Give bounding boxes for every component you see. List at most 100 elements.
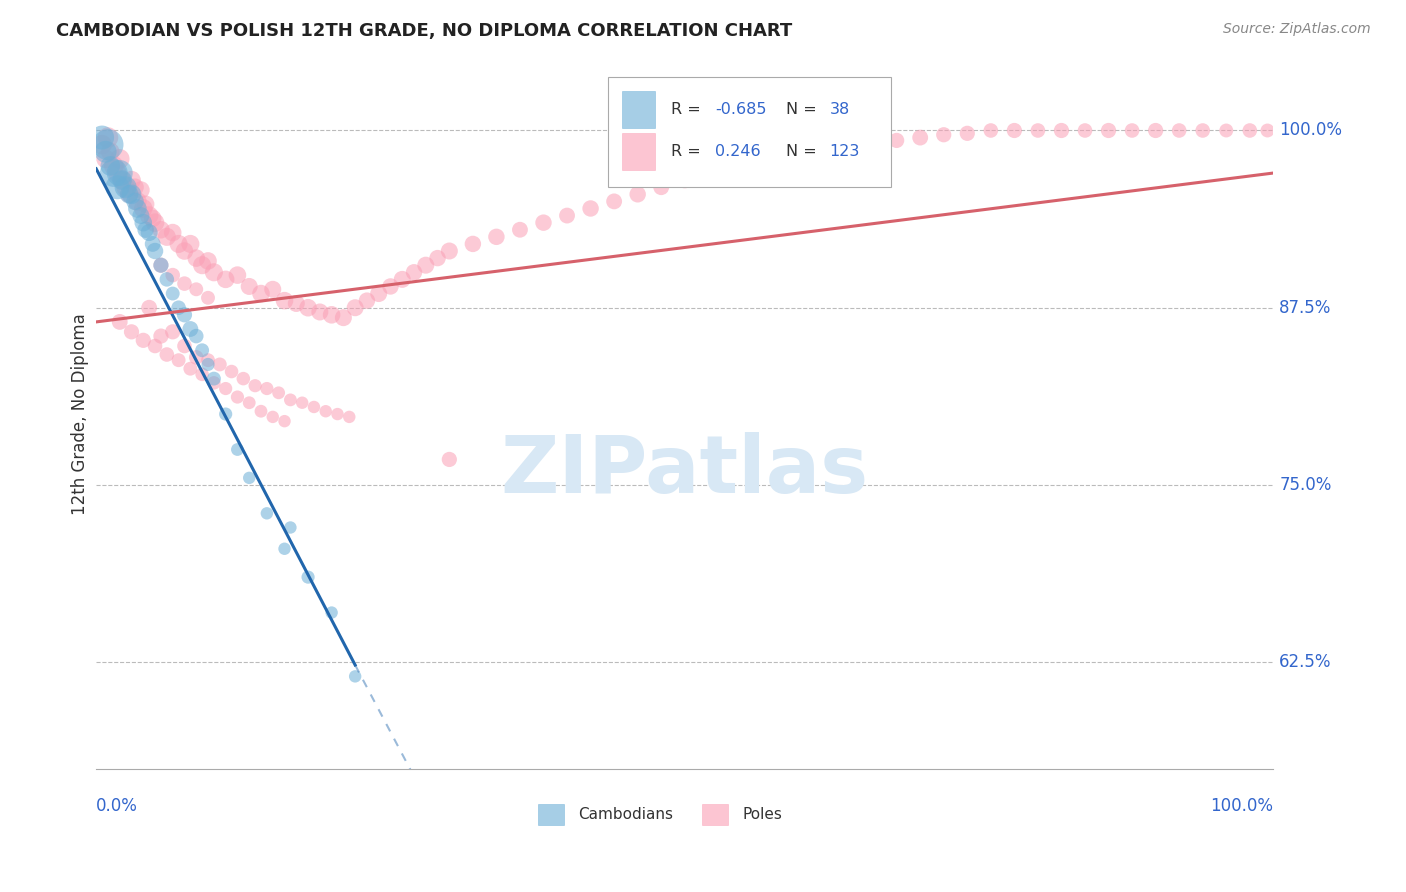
Point — [118, 187, 141, 202]
Point — [138, 301, 160, 315]
Point — [650, 180, 672, 194]
Point — [262, 282, 284, 296]
Point — [439, 244, 461, 258]
Point — [114, 180, 136, 194]
Point — [1191, 123, 1213, 137]
Point — [215, 407, 238, 421]
Point — [138, 209, 160, 223]
Point — [356, 293, 378, 308]
Point — [579, 202, 602, 216]
Text: R =: R = — [671, 145, 706, 160]
Bar — [623, 133, 655, 170]
Point — [262, 409, 284, 424]
Text: N =: N = — [786, 145, 823, 160]
Point — [1074, 123, 1097, 137]
Point — [461, 236, 484, 251]
Point — [149, 223, 172, 237]
Point — [768, 154, 790, 169]
Point — [250, 404, 273, 418]
Point — [1050, 123, 1073, 137]
Point — [186, 282, 208, 296]
Point — [121, 173, 143, 187]
Point — [280, 520, 302, 534]
Point — [105, 166, 128, 180]
Point — [302, 400, 325, 414]
Point — [162, 268, 184, 282]
Bar — [703, 804, 728, 825]
Point — [132, 216, 155, 230]
Point — [129, 183, 152, 197]
Text: 0.0%: 0.0% — [96, 797, 138, 815]
Point — [179, 361, 201, 376]
Point — [337, 409, 360, 424]
Point — [197, 291, 219, 305]
Point — [111, 173, 134, 187]
Point — [380, 279, 402, 293]
Point — [191, 343, 214, 358]
Point — [162, 226, 184, 240]
Point — [238, 395, 260, 409]
Point — [149, 258, 172, 272]
Point — [94, 145, 117, 159]
Point — [143, 244, 166, 258]
Point — [191, 368, 214, 382]
Text: ZIPatlas: ZIPatlas — [501, 432, 869, 510]
Text: 100.0%: 100.0% — [1279, 121, 1343, 139]
Point — [91, 137, 114, 152]
Point — [273, 293, 295, 308]
Point — [124, 194, 146, 209]
Point — [132, 202, 155, 216]
Point — [173, 277, 195, 291]
Point — [415, 258, 437, 272]
Point — [94, 152, 117, 166]
Point — [173, 339, 195, 353]
Text: -0.685: -0.685 — [716, 102, 766, 117]
Point — [202, 265, 225, 279]
Point — [143, 339, 166, 353]
Point — [202, 376, 225, 390]
Point — [179, 322, 201, 336]
Point — [932, 128, 955, 142]
Point — [509, 223, 531, 237]
Point — [321, 308, 343, 322]
Text: 75.0%: 75.0% — [1279, 476, 1331, 494]
Point — [156, 347, 179, 361]
Point — [108, 166, 131, 180]
Point — [143, 216, 166, 230]
Point — [97, 137, 120, 152]
Point — [256, 382, 278, 396]
Point — [273, 541, 295, 556]
Point — [167, 301, 190, 315]
Point — [103, 159, 125, 173]
Point — [98, 145, 121, 159]
Point — [129, 209, 152, 223]
Point — [132, 334, 155, 348]
Point — [697, 169, 720, 183]
Text: Poles: Poles — [742, 807, 782, 822]
Point — [1168, 123, 1191, 137]
Point — [485, 230, 508, 244]
Point — [1121, 123, 1143, 137]
Point — [226, 390, 249, 404]
Point — [142, 236, 165, 251]
Point — [167, 236, 190, 251]
Point — [1215, 123, 1237, 137]
Point — [197, 358, 219, 372]
Point — [238, 279, 260, 293]
Point — [326, 407, 349, 421]
Point — [124, 180, 146, 194]
Point — [221, 365, 243, 379]
Point — [179, 236, 201, 251]
Text: CAMBODIAN VS POLISH 12TH GRADE, NO DIPLOMA CORRELATION CHART: CAMBODIAN VS POLISH 12TH GRADE, NO DIPLO… — [56, 22, 793, 40]
Point — [156, 272, 179, 286]
Point — [1002, 123, 1025, 137]
Point — [956, 126, 979, 140]
Point — [280, 392, 302, 407]
Point — [121, 187, 143, 202]
Point — [105, 180, 128, 194]
Point — [297, 570, 319, 584]
Y-axis label: 12th Grade, No Diploma: 12th Grade, No Diploma — [72, 313, 89, 515]
Point — [215, 382, 238, 396]
Point — [226, 268, 249, 282]
Point — [238, 471, 260, 485]
